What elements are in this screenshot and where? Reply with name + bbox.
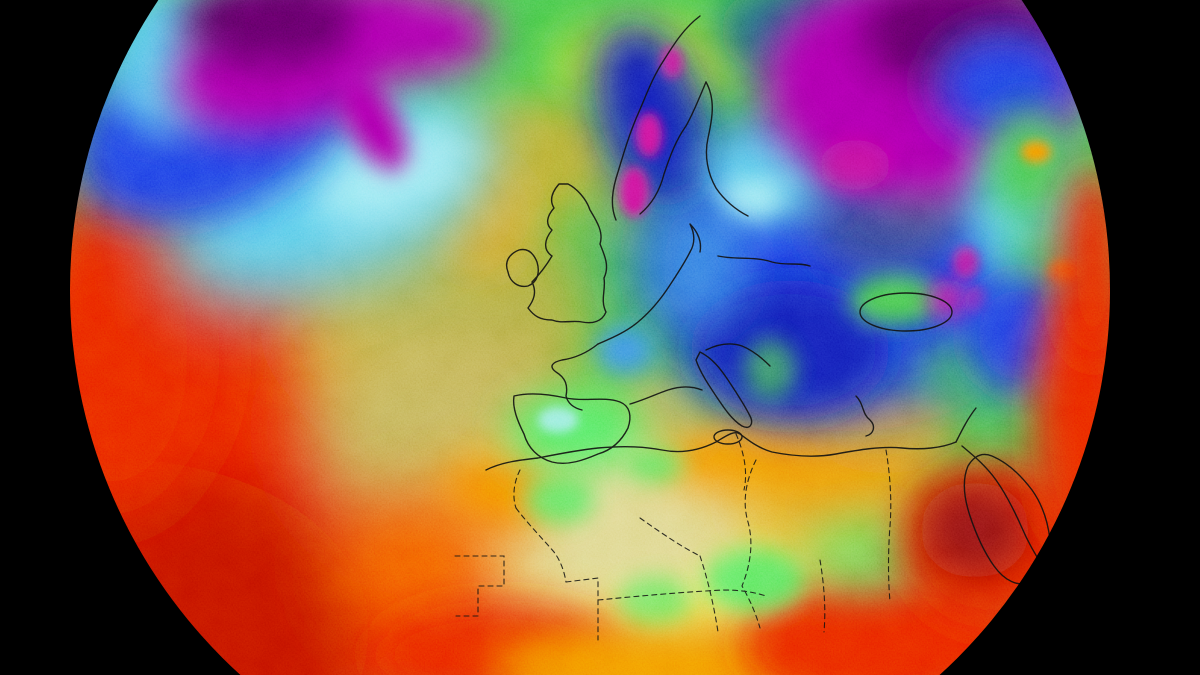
coastline-riviera [629, 386, 703, 405]
border-mali-niger-horizontal [597, 589, 767, 601]
coastline-north-africa [485, 432, 957, 471]
coastline-adriatic-north [705, 343, 771, 367]
country-borders [454, 433, 892, 641]
border-algeria-mali-diagonal [515, 507, 567, 583]
border-algeria-libya [741, 459, 761, 629]
coastlines [485, 15, 1052, 585]
border-mauritania-mali-steps [565, 577, 599, 641]
border-tunisia-libya [735, 433, 747, 491]
border-western-sahara-steps [454, 555, 505, 617]
border-morocco-algeria [513, 469, 521, 509]
coastline-levant [955, 407, 977, 443]
coastline-sicily [713, 429, 743, 445]
coastline-ireland [505, 248, 539, 288]
border-libya-egypt [885, 449, 892, 603]
coastline-denmark [689, 223, 702, 253]
coastline-red-sea [961, 445, 1045, 569]
coastline-baltic [705, 81, 749, 217]
coastline-black-sea [859, 292, 953, 332]
coastline-baltic-south [717, 255, 811, 267]
coastline-norway-west [611, 15, 701, 221]
border-niger-west [699, 555, 719, 633]
coastline-france-west [551, 343, 599, 411]
coastline-scandinavia-inner [639, 81, 707, 215]
coastline-arabia [963, 453, 1052, 585]
coastline-great-britain [527, 183, 608, 324]
border-libya-chad [819, 559, 826, 633]
coastline-iberia [512, 393, 631, 464]
coastline-north-sea-continent [597, 251, 691, 345]
coastline-greece [855, 395, 875, 437]
coastline-italy [695, 351, 753, 428]
border-algeria-mali-south [639, 517, 701, 557]
